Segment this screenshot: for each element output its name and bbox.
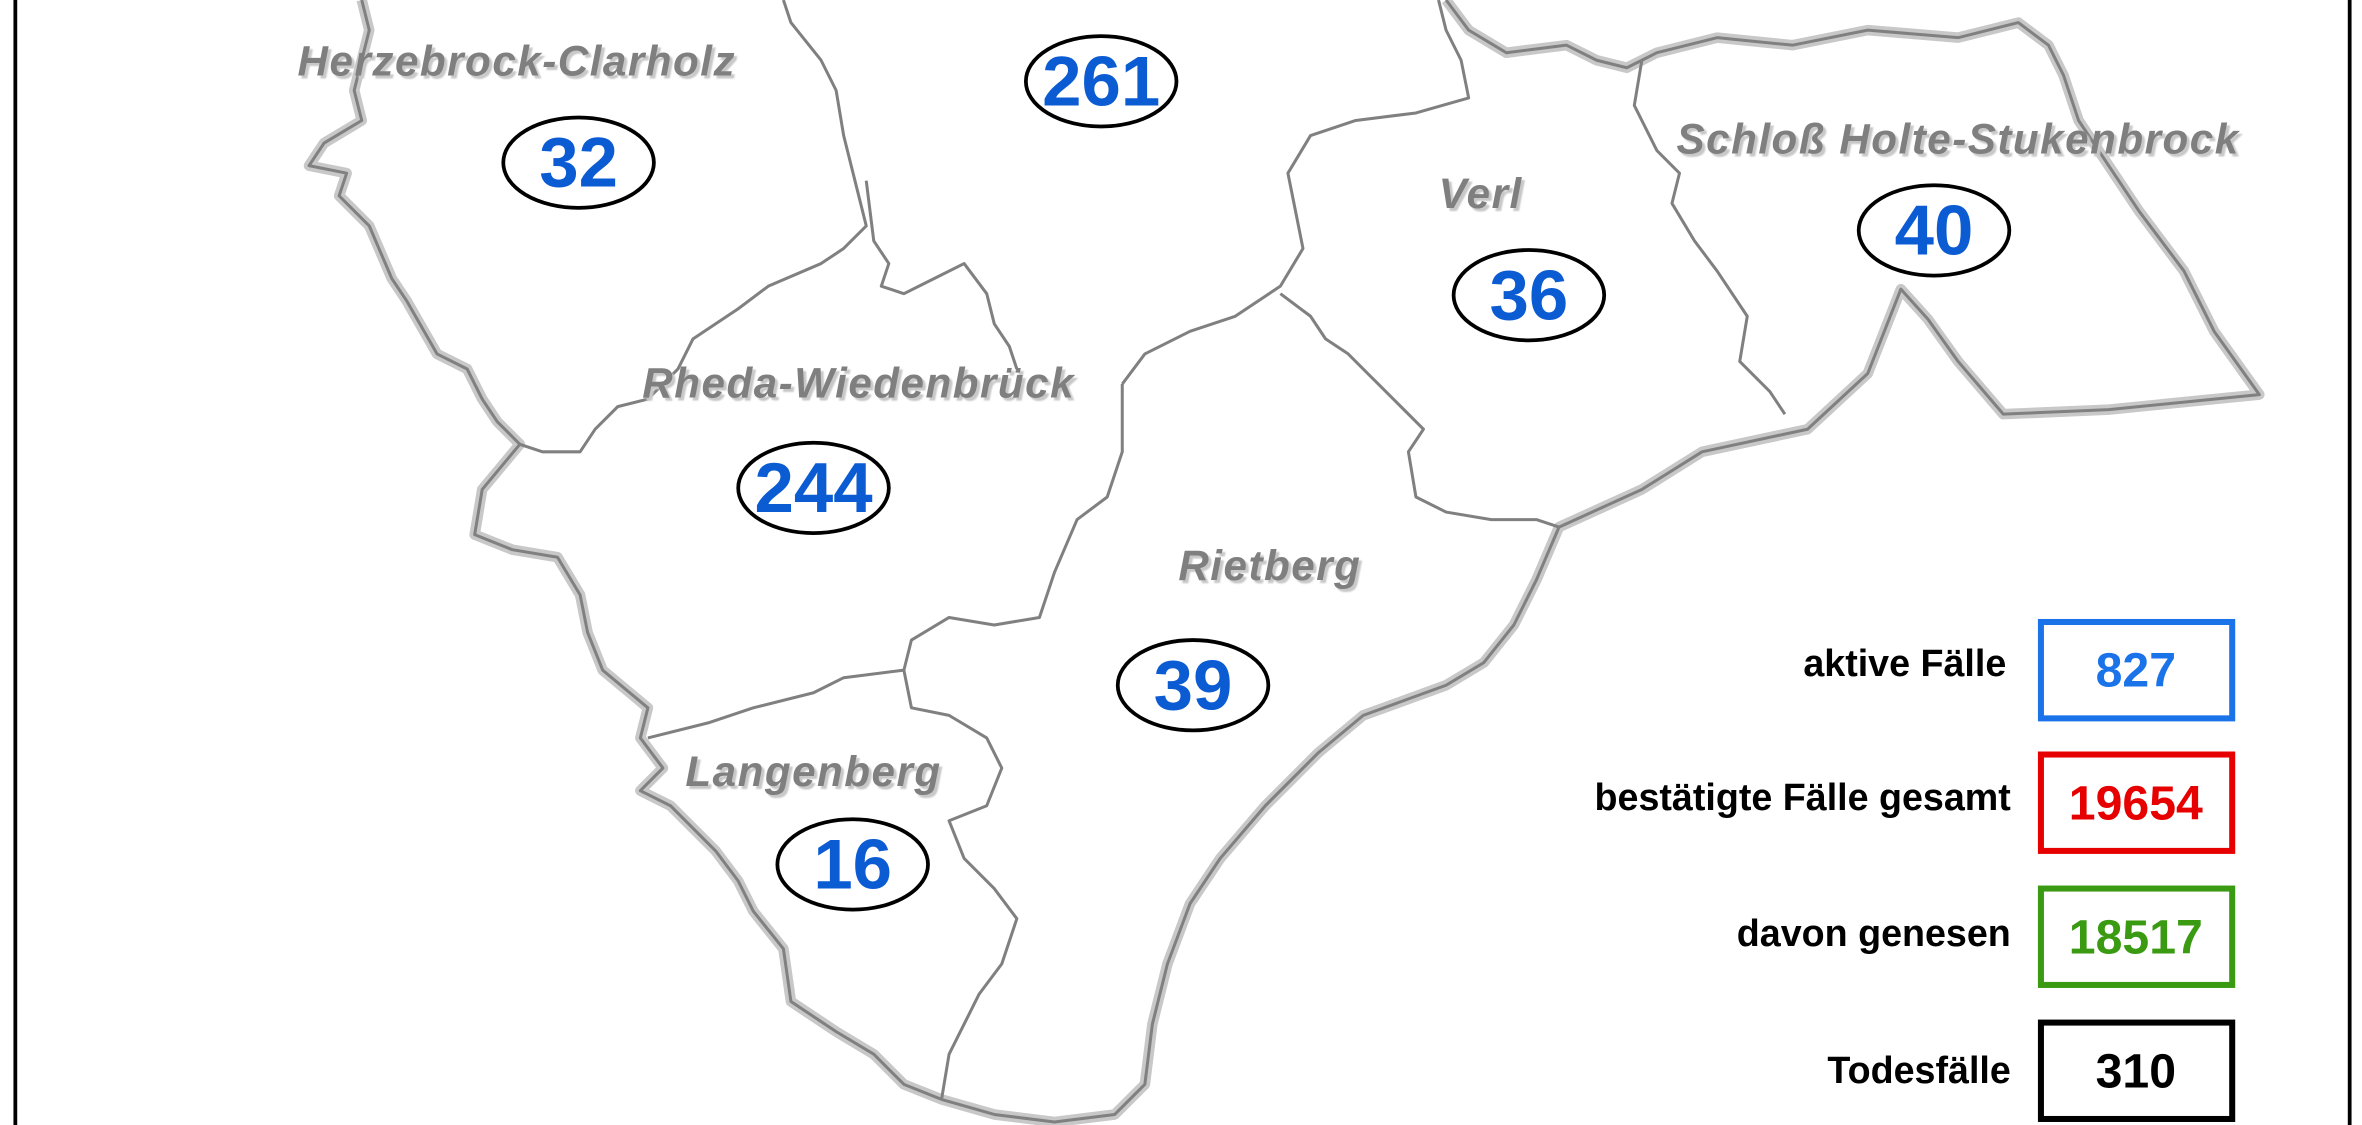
- legend-value: 310: [2096, 1044, 2176, 1098]
- legend-active-cases: aktive Fälle 827: [1803, 618, 2236, 722]
- count-ellipse: [1023, 34, 1179, 129]
- legend-label: Todesfälle: [1827, 1049, 2010, 1091]
- municipality-guetersloh[interactable]: 261: [1023, 34, 1179, 129]
- boundary-rheda-north: [864, 180, 1019, 370]
- boundary-verl-shs: [1632, 59, 1787, 415]
- legend: aktive Fälle 827 bestätigte Fälle gesamt…: [1595, 618, 2236, 1122]
- municipality-schloss-holte-stukenbrock[interactable]: Schloß Holte-Stukenbrock 40: [1677, 116, 2241, 278]
- legend-confirmed-total: bestätigte Fälle gesamt 19654: [1595, 751, 2236, 854]
- count-ellipse: [775, 817, 930, 912]
- municipal-boundaries: [519, 0, 1787, 1100]
- boundary-rheda-east: [1121, 0, 1471, 385]
- active-count: 244: [754, 448, 872, 527]
- municipality-verl[interactable]: Verl 36: [1439, 170, 1607, 343]
- frame-border: [13, 0, 2352, 1125]
- legend-box: [2037, 618, 2236, 722]
- legend-label: bestätigte Fälle gesamt: [1595, 776, 2012, 818]
- legend-recovered: davon genesen 18517: [1737, 885, 2236, 988]
- active-count: 261: [1042, 41, 1160, 120]
- count-ellipse: [1451, 248, 1607, 343]
- active-count: 16: [813, 825, 892, 904]
- municipality-langenberg[interactable]: Langenberg 16: [685, 748, 941, 912]
- municipality-rheda-wiedenbrueck[interactable]: Rheda-Wiedenbrück 244: [642, 360, 1076, 536]
- legend-value: 827: [2096, 644, 2176, 698]
- municipality-name: Schloß Holte-Stukenbrock: [1677, 116, 2241, 163]
- municipality-name: Langenberg: [685, 748, 941, 795]
- count-ellipse: [736, 440, 891, 536]
- municipality-name: Verl: [1439, 170, 1523, 217]
- legend-label: davon genesen: [1737, 912, 2011, 954]
- legend-label: aktive Fälle: [1803, 642, 2006, 684]
- active-count: 39: [1154, 645, 1233, 724]
- legend-deaths: Todesfälle 310: [1827, 1019, 2236, 1122]
- legend-value: 19654: [2069, 776, 2203, 830]
- municipality-rietberg[interactable]: Rietberg 39: [1115, 542, 1362, 733]
- municipality-name: Rheda-Wiedenbrück: [642, 360, 1076, 407]
- active-count: 32: [539, 123, 618, 202]
- legend-box: [2037, 1019, 2236, 1122]
- active-count: 40: [1895, 191, 1974, 270]
- municipality-herzebrock-clarholz[interactable]: Herzebrock-Clarholz 32: [298, 37, 737, 210]
- boundary-rheda-rietberg: [902, 384, 1124, 671]
- legend-box: [2037, 885, 2236, 988]
- count-ellipse: [1115, 638, 1271, 733]
- boundary-langenberg: [647, 668, 1019, 1100]
- active-count: 36: [1490, 255, 1569, 334]
- legend-box: [2037, 751, 2236, 854]
- district-outline: [307, 0, 2261, 1124]
- municipality-name: Herzebrock-Clarholz: [298, 37, 737, 84]
- legend-value: 18517: [2069, 910, 2203, 964]
- count-ellipse: [501, 115, 656, 210]
- boundary-rietberg-verl: [1279, 292, 1560, 529]
- boundary-herzebrock: [519, 0, 868, 454]
- count-ellipse: [1856, 183, 2012, 278]
- municipality-name: Rietberg: [1178, 542, 1361, 589]
